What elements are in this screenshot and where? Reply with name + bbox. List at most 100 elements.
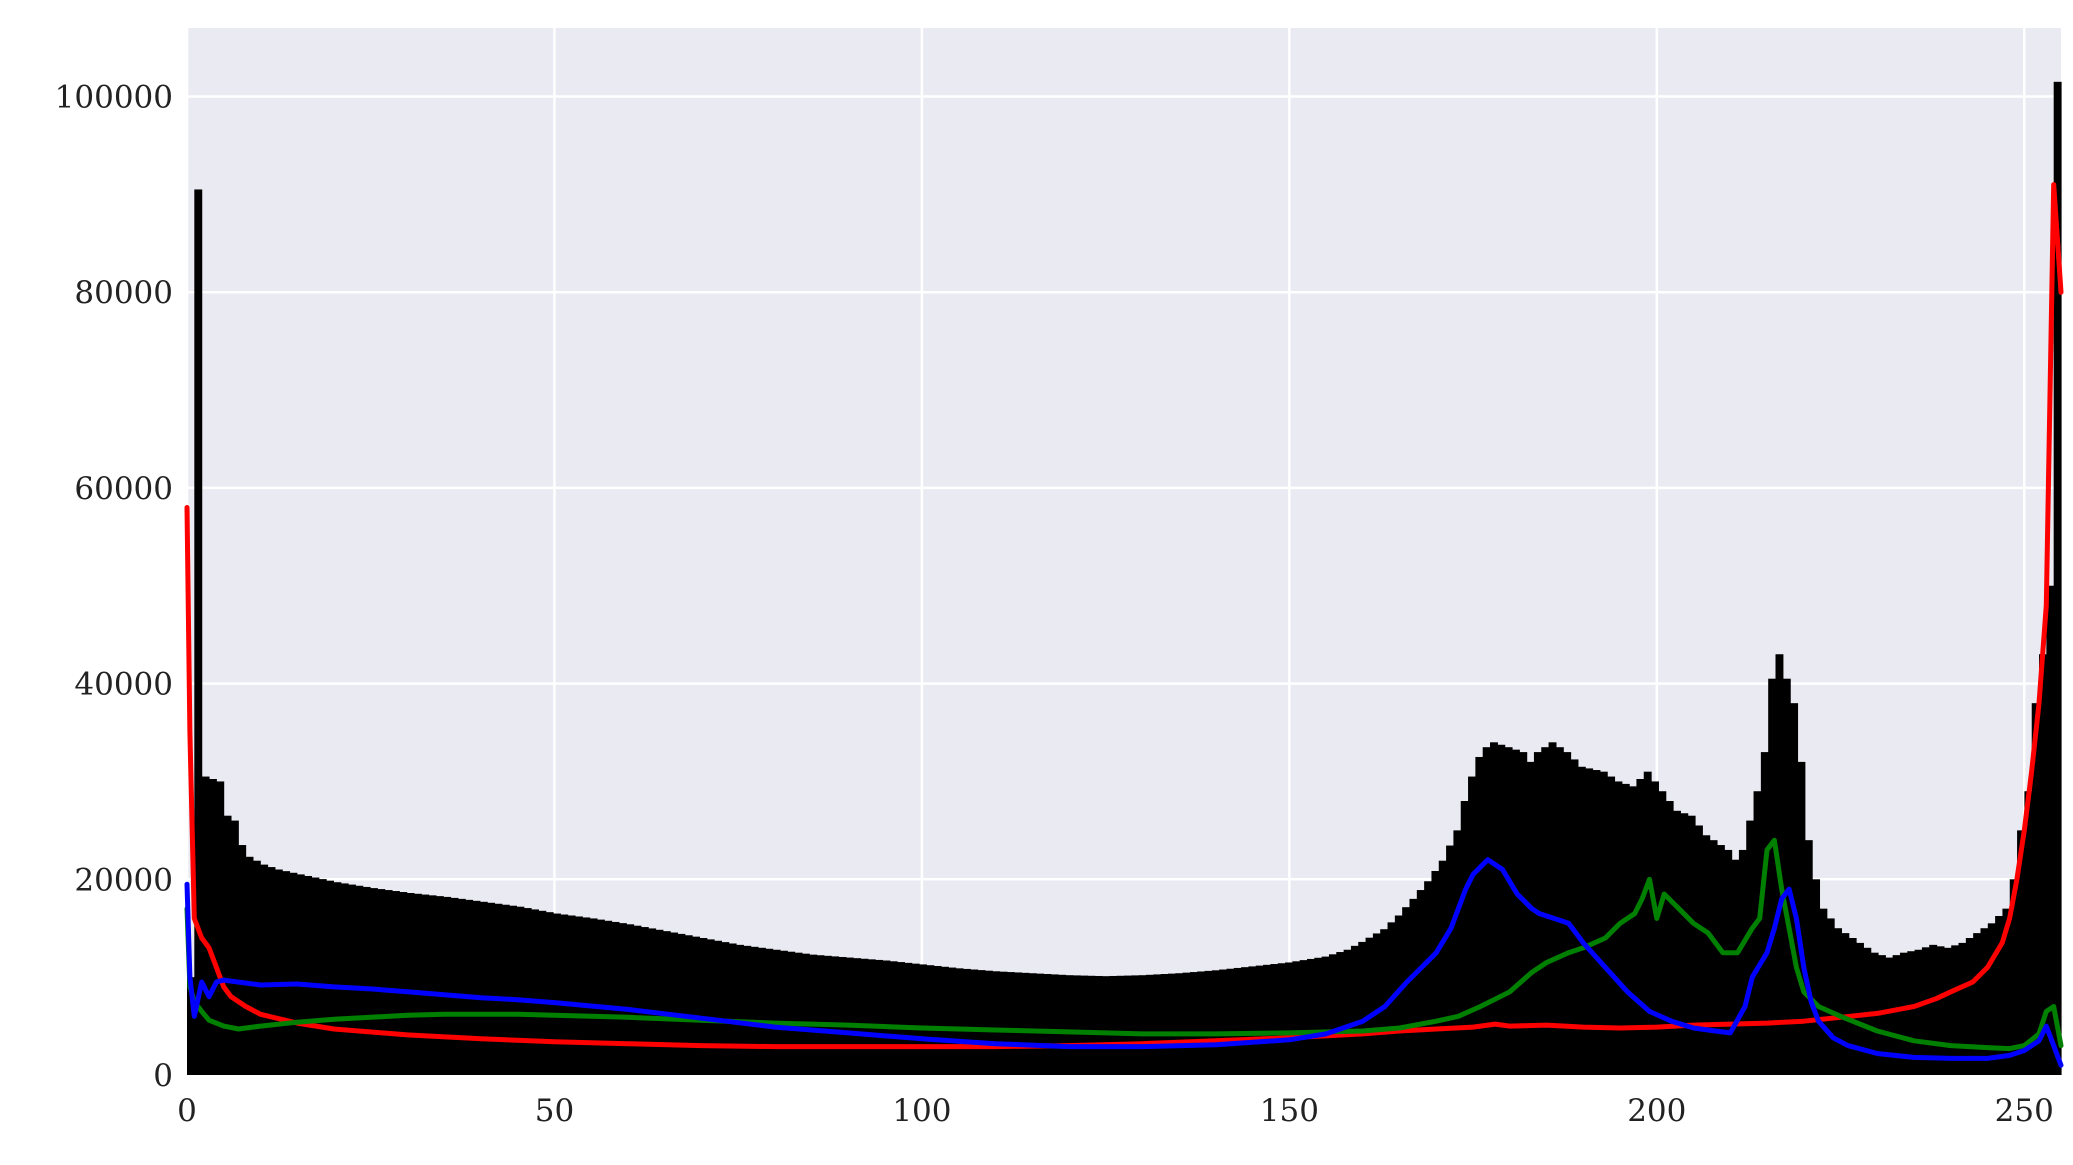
histogram-bar [465, 899, 474, 1075]
histogram-bar [1446, 845, 1455, 1075]
histogram-bar [494, 903, 503, 1075]
histogram-bar [699, 938, 708, 1075]
histogram-bar [1724, 849, 1733, 1075]
histogram-bar [1241, 967, 1250, 1075]
histogram-bar [794, 952, 803, 1075]
histogram-bar [1409, 898, 1418, 1075]
histogram-bar [1365, 937, 1374, 1075]
histogram-bar [1511, 749, 1520, 1075]
histogram-bar [1460, 801, 1469, 1075]
histogram-bar [428, 895, 437, 1075]
histogram-bar [875, 959, 884, 1075]
histogram-bar [1380, 929, 1389, 1075]
histogram-bar [1175, 973, 1184, 1075]
histogram-bar [787, 951, 796, 1075]
histogram-bar [1921, 947, 1930, 1075]
histogram-bar [1358, 941, 1367, 1075]
histogram-bar [1124, 975, 1132, 1075]
histogram-bar [1189, 972, 1198, 1075]
histogram-bar [274, 869, 283, 1075]
x-tick-label: 50 [535, 1093, 574, 1129]
histogram-bar [911, 963, 920, 1075]
histogram-bar [1468, 776, 1476, 1075]
histogram-bar [948, 967, 957, 1075]
histogram-bar [940, 966, 949, 1075]
histogram-bar [370, 888, 378, 1075]
histogram-bar [816, 955, 825, 1075]
histogram-bar [282, 871, 291, 1075]
histogram-bar [377, 889, 386, 1075]
histogram-bar [1834, 928, 1842, 1075]
histogram-bar [1263, 964, 1272, 1075]
histogram-bar [714, 940, 722, 1075]
histogram-bar [1094, 975, 1103, 1075]
histogram-bar [252, 860, 261, 1075]
series-lines [184, 182, 2064, 1068]
histogram-bar [1475, 756, 1484, 1075]
histogram-bar [1673, 810, 1681, 1075]
histogram-bar [743, 945, 752, 1075]
histogram-bar [208, 779, 217, 1075]
histogram-bar [1072, 975, 1081, 1075]
histogram-bar [801, 953, 810, 1075]
histogram-bar [1424, 881, 1433, 1075]
histogram-bar [655, 929, 664, 1075]
histogram-bar [882, 960, 891, 1075]
histogram-bar [1702, 835, 1711, 1075]
histogram-bar [1746, 820, 1755, 1075]
histogram-bar [1951, 945, 1960, 1075]
histogram-bar [589, 918, 598, 1075]
histogram-bar [618, 923, 627, 1075]
histogram-bar [304, 875, 313, 1075]
histogram-bar [897, 962, 905, 1075]
histogram-bar [1307, 958, 1315, 1075]
histogram-bar [1555, 747, 1564, 1075]
histogram-bar [1402, 907, 1411, 1075]
histogram-bar [933, 965, 942, 1075]
histogram-bar [1899, 952, 1908, 1075]
histogram-bar [1629, 786, 1638, 1075]
histogram-bar [1863, 947, 1872, 1075]
histogram-bar [1621, 783, 1630, 1075]
histogram-bar [772, 949, 781, 1075]
x-tick-label: 0 [177, 1093, 197, 1129]
histogram-bar [904, 962, 913, 1075]
y-tick-label: 60000 [74, 471, 173, 507]
histogram-bar [648, 928, 657, 1075]
histogram-bar [399, 892, 408, 1075]
histogram-bar [1270, 964, 1279, 1075]
histogram-bar [1716, 845, 1725, 1075]
histogram-bar [348, 884, 356, 1075]
histogram-bar [962, 968, 971, 1075]
histogram-bar [1636, 779, 1645, 1075]
histogram-bar [1548, 742, 1557, 1075]
histogram-bar [1416, 890, 1425, 1075]
histogram-bar [1504, 747, 1513, 1075]
histogram-bar [1211, 970, 1220, 1075]
histogram-bar [670, 932, 679, 1075]
histogram-bar [1738, 849, 1747, 1075]
histogram-bar [1036, 973, 1045, 1075]
histogram-bar [1277, 963, 1286, 1075]
histogram-bar [765, 948, 774, 1075]
histogram-bar [1760, 752, 1769, 1075]
histogram-bar [684, 935, 693, 1075]
histogram-bar [1856, 942, 1864, 1075]
histogram-bar [2017, 830, 2025, 1075]
histogram-bar [1958, 942, 1967, 1075]
histogram-bar [1145, 974, 1154, 1075]
histogram-bar [1819, 908, 1828, 1075]
histogram-bar [677, 933, 686, 1075]
histogram-bar [736, 944, 744, 1075]
histogram-bar [1453, 830, 1462, 1075]
histogram-bar [1826, 918, 1835, 1075]
histogram-bar [1438, 860, 1447, 1075]
histogram-bar [1014, 972, 1023, 1075]
histogram-bar [1599, 771, 1608, 1075]
histogram-bar [1314, 957, 1323, 1075]
series-line-2 [184, 857, 2064, 1068]
histogram-bar [1790, 703, 1799, 1075]
histogram-bar [362, 886, 371, 1075]
histogram-bar [267, 867, 276, 1075]
